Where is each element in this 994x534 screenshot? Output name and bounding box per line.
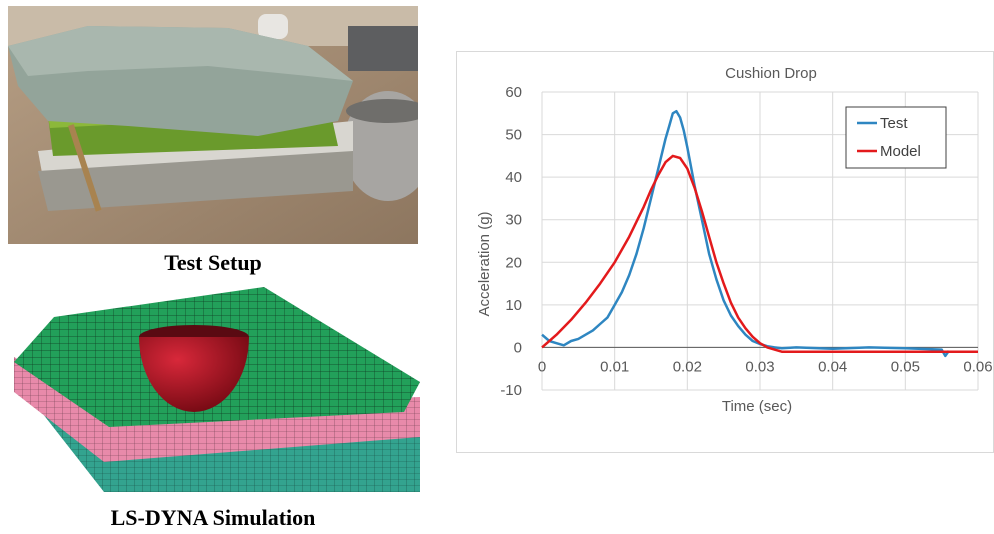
x-tick-label: 0.06 (963, 358, 992, 375)
chart-title: Cushion Drop (725, 65, 817, 82)
y-tick-label: -10 (500, 382, 522, 399)
y-tick-label: 30 (505, 212, 522, 229)
x-tick-label: 0 (538, 358, 546, 375)
y-axis-label: Acceleration (g) (476, 211, 493, 316)
y-tick-label: 60 (505, 84, 522, 101)
chart-canvas: -10 0 10 20 30 40 50 60 0 0.01 0.02 0.03 0.04 0.05 0.0… (476, 65, 993, 415)
y-tick-label: 0 (514, 339, 522, 356)
series-line-model (541, 154, 978, 353)
ls-dyna-simulation-caption: LS-DYNA Simulation (110, 505, 316, 530)
y-tick-label: 50 (505, 127, 522, 144)
test-setup-photo (8, 6, 418, 244)
legend-box (845, 106, 947, 169)
chart-legend: Test Model (845, 106, 947, 169)
chart-axes: -10 0 10 20 30 40 50 60 0 0.01 0.02 0.03 0.04 0.05 0.0… (500, 84, 992, 399)
x-tick-label: 0.04 (818, 358, 847, 375)
y-tick-label: 20 (505, 254, 522, 271)
legend-label-test: Test (880, 115, 908, 132)
x-tick-label: 0.03 (745, 358, 774, 375)
legend-label-model: Model (880, 143, 921, 160)
series-line-test (541, 109, 950, 358)
x-tick-label: 0.01 (600, 358, 629, 375)
test-setup-caption: Test Setup (164, 250, 262, 275)
cushion-drop-chart: -10 0 10 20 30 40 50 60 0 0.01 0.02 0.03 0.04 0.05 0.0… (456, 51, 994, 453)
y-tick-label: 10 (505, 297, 522, 314)
x-tick-label: 0.05 (891, 358, 920, 375)
chart-series (541, 109, 978, 358)
x-axis-label: Time (sec) (722, 398, 792, 415)
y-tick-label: 40 (505, 169, 522, 186)
ls-dyna-simulation-image (14, 287, 420, 501)
x-tick-label: 0.02 (673, 358, 702, 375)
